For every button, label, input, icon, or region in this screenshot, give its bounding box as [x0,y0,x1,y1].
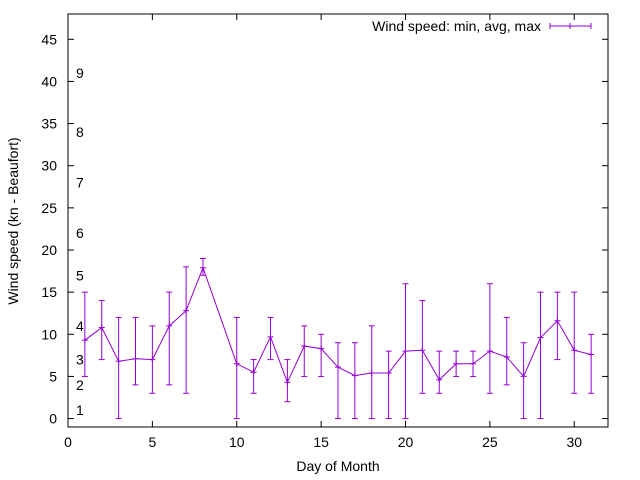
x-tick-label: 5 [148,434,156,450]
beaufort-label: 6 [76,225,84,241]
avg-point [200,264,206,271]
beaufort-label: 3 [76,352,84,368]
avg-point [284,379,291,386]
beaufort-label: 4 [76,318,84,334]
avg-point [233,360,240,367]
avg-point [98,324,105,331]
beaufort-label: 7 [76,175,84,191]
x-tick-label: 10 [229,434,245,450]
plot-frame [67,13,609,428]
avg-point [486,348,493,355]
avg-point [402,348,409,355]
x-tick-label: 15 [313,434,329,450]
y-tick-label: 35 [41,116,57,132]
avg-point [267,333,274,340]
data-series [81,257,595,420]
beaufort-label: 1 [76,402,84,418]
avg-point [318,345,325,352]
avg-point [132,355,139,362]
x-tick-label: 25 [482,434,498,450]
y-tick-label: 25 [41,200,57,216]
x-tick-label: 20 [398,434,414,450]
beaufort-label: 9 [76,65,84,81]
avg-point [571,347,578,354]
avg-point [503,354,510,361]
avg-point [554,317,561,324]
y-tick-label: 5 [49,368,57,384]
beaufort-labels: 1 2 3 4 5 6 7 8 9 [76,65,84,418]
avg-point [385,370,392,377]
avg-point [453,360,460,367]
y-axis-label: Wind speed (kn - Beaufort) [5,137,21,304]
y-tick-label: 20 [41,242,57,258]
y-tick-label: 30 [41,158,57,174]
avg-point [419,347,426,354]
y-tick-label: 15 [41,284,57,300]
avg-point [250,369,257,376]
avg-point [520,373,527,380]
x-axis-label: Day of Month [296,458,379,474]
avg-point [166,322,173,329]
y-tick-label: 45 [41,31,57,47]
avg-point [436,376,443,383]
x-tick-label: 30 [566,434,582,450]
beaufort-label: 2 [76,377,84,393]
avg-point [537,334,544,341]
avg-point [470,360,476,367]
legend-sample [549,23,592,29]
x-tick-label: 0 [64,434,72,450]
avg-point [368,370,375,377]
avg-point [183,307,190,314]
legend: Wind speed: min, avg, max [372,18,592,34]
avg-point [115,358,122,365]
avg-point [335,364,341,371]
avg-point [588,351,595,358]
y-tick-label: 0 [49,411,57,427]
y-tick-label: 10 [41,326,57,342]
avg-point [149,356,156,363]
legend-label: Wind speed: min, avg, max [372,18,541,34]
avg-point [81,337,88,344]
beaufort-label: 5 [76,267,84,283]
avg-line [84,266,592,384]
y-tick-label: 40 [41,73,57,89]
beaufort-label: 8 [76,124,84,140]
avg-point [351,372,358,379]
avg-point [301,343,308,350]
